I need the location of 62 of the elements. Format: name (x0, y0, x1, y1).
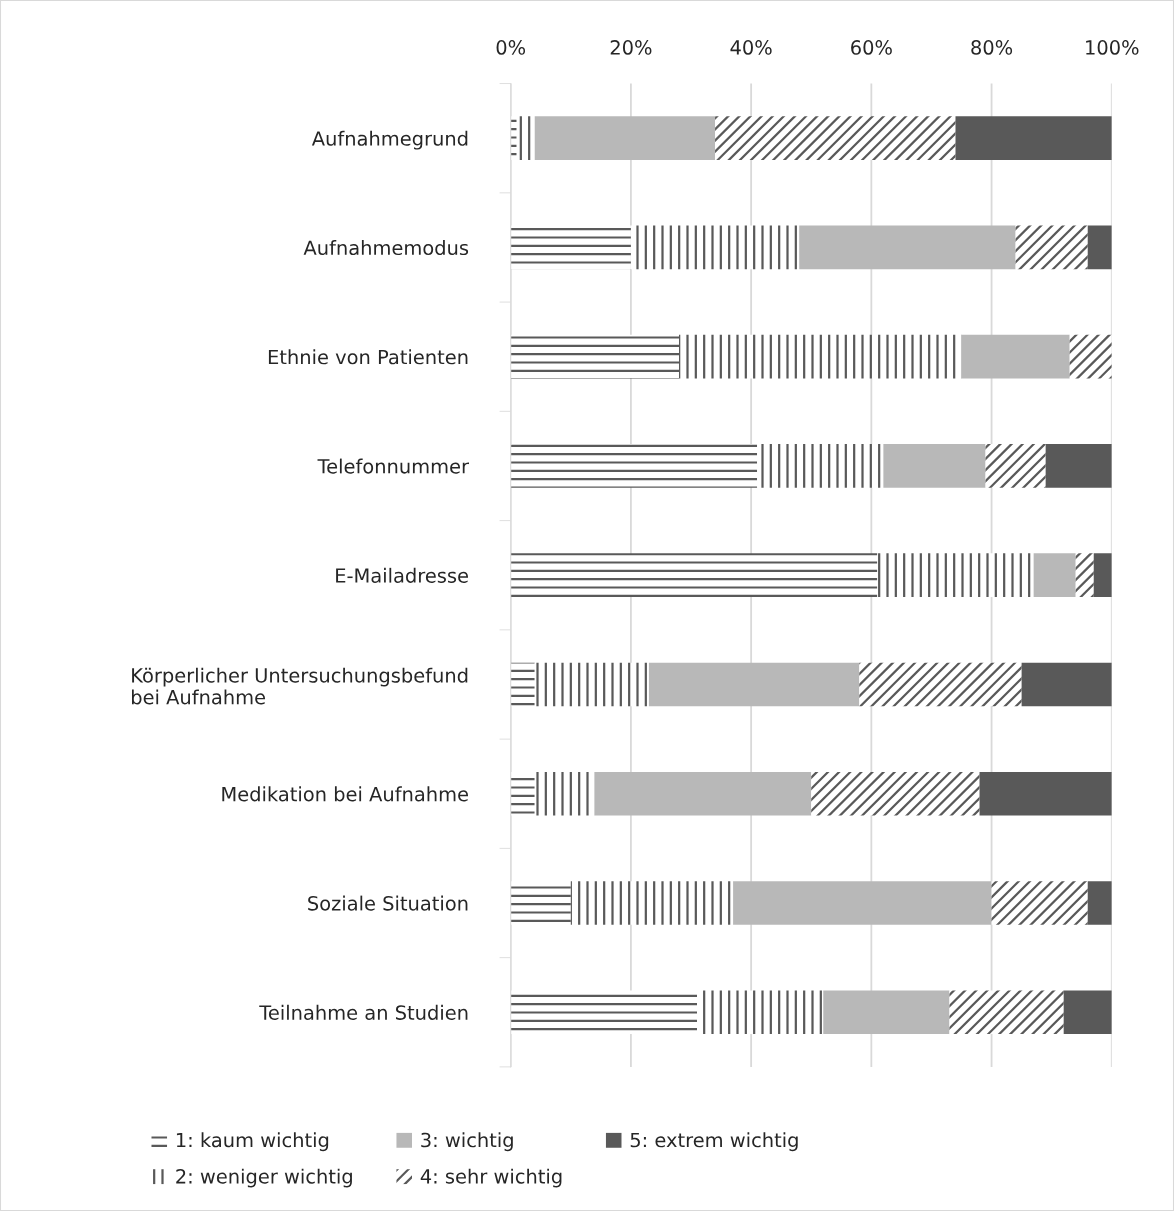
bar (510, 116, 517, 161)
y-tick-label: Telefonnummer (317, 458, 470, 474)
bar (570, 881, 734, 925)
x-tick-label: 0% (496, 40, 526, 55)
bar (715, 116, 956, 161)
bar (1015, 225, 1088, 270)
y-tick-label: E-Mailadresse (336, 567, 468, 583)
x-tick-label: 80% (971, 40, 1013, 55)
bar (1021, 662, 1112, 707)
bar (979, 771, 1112, 816)
bar (510, 553, 878, 598)
x-tick-label: 20% (610, 40, 652, 55)
x-tick-label: 40% (730, 40, 772, 55)
legend-label: 2: weniger wichtig (176, 1168, 352, 1188)
legend-label: 3: wichtig (421, 1132, 513, 1152)
legend-label: 1: kaum wichtig (176, 1132, 329, 1152)
y-tick-label: Teilnahme an Studien (259, 1004, 468, 1020)
bar (510, 662, 535, 707)
bar (1075, 553, 1094, 598)
y-tick-label: Körperlicher Untersuchungsbefund bei Aufnahme (132, 667, 468, 705)
bar (1045, 444, 1112, 488)
bar (955, 116, 1112, 161)
bar (949, 990, 1064, 1035)
bar (811, 771, 980, 816)
bar (510, 771, 535, 816)
y-tick-label: Medikation bei Aufnahme (222, 786, 468, 802)
bar (757, 444, 884, 488)
bar (630, 225, 800, 270)
bar (961, 334, 1070, 379)
bar (1087, 881, 1112, 925)
bar (534, 116, 716, 161)
bar (1063, 990, 1112, 1035)
bar (510, 881, 571, 925)
bar (510, 444, 758, 488)
x-tick-label: 60% (851, 40, 892, 55)
bar (510, 334, 679, 379)
bar (985, 444, 1046, 488)
bar (799, 225, 1016, 270)
x-tick-label: 100% (1086, 40, 1139, 55)
bar (1087, 225, 1112, 270)
bar (510, 990, 698, 1035)
bar (648, 662, 860, 707)
legend-label: 5: extrem wichtig (630, 1132, 798, 1152)
bar (877, 553, 1034, 598)
bar (883, 444, 986, 488)
bar (733, 881, 992, 925)
y-tick-label: Ethnie von Patienten (268, 349, 468, 365)
y-tick-label: Aufnahmegrund (311, 130, 468, 150)
bar (594, 771, 812, 816)
bar (1093, 553, 1112, 598)
bar (678, 334, 962, 379)
bar (991, 881, 1088, 925)
bar (859, 662, 1022, 707)
y-tick-label: Aufnahmemodus (303, 240, 469, 256)
bar (1069, 334, 1112, 379)
legend-label: 4: sehr wichtig (420, 1168, 562, 1188)
bar (534, 771, 595, 816)
bar (823, 990, 950, 1035)
bar (534, 662, 649, 707)
y-tick-label: Soziale Situation (308, 895, 468, 911)
bar (1033, 553, 1076, 598)
bar (510, 225, 631, 270)
